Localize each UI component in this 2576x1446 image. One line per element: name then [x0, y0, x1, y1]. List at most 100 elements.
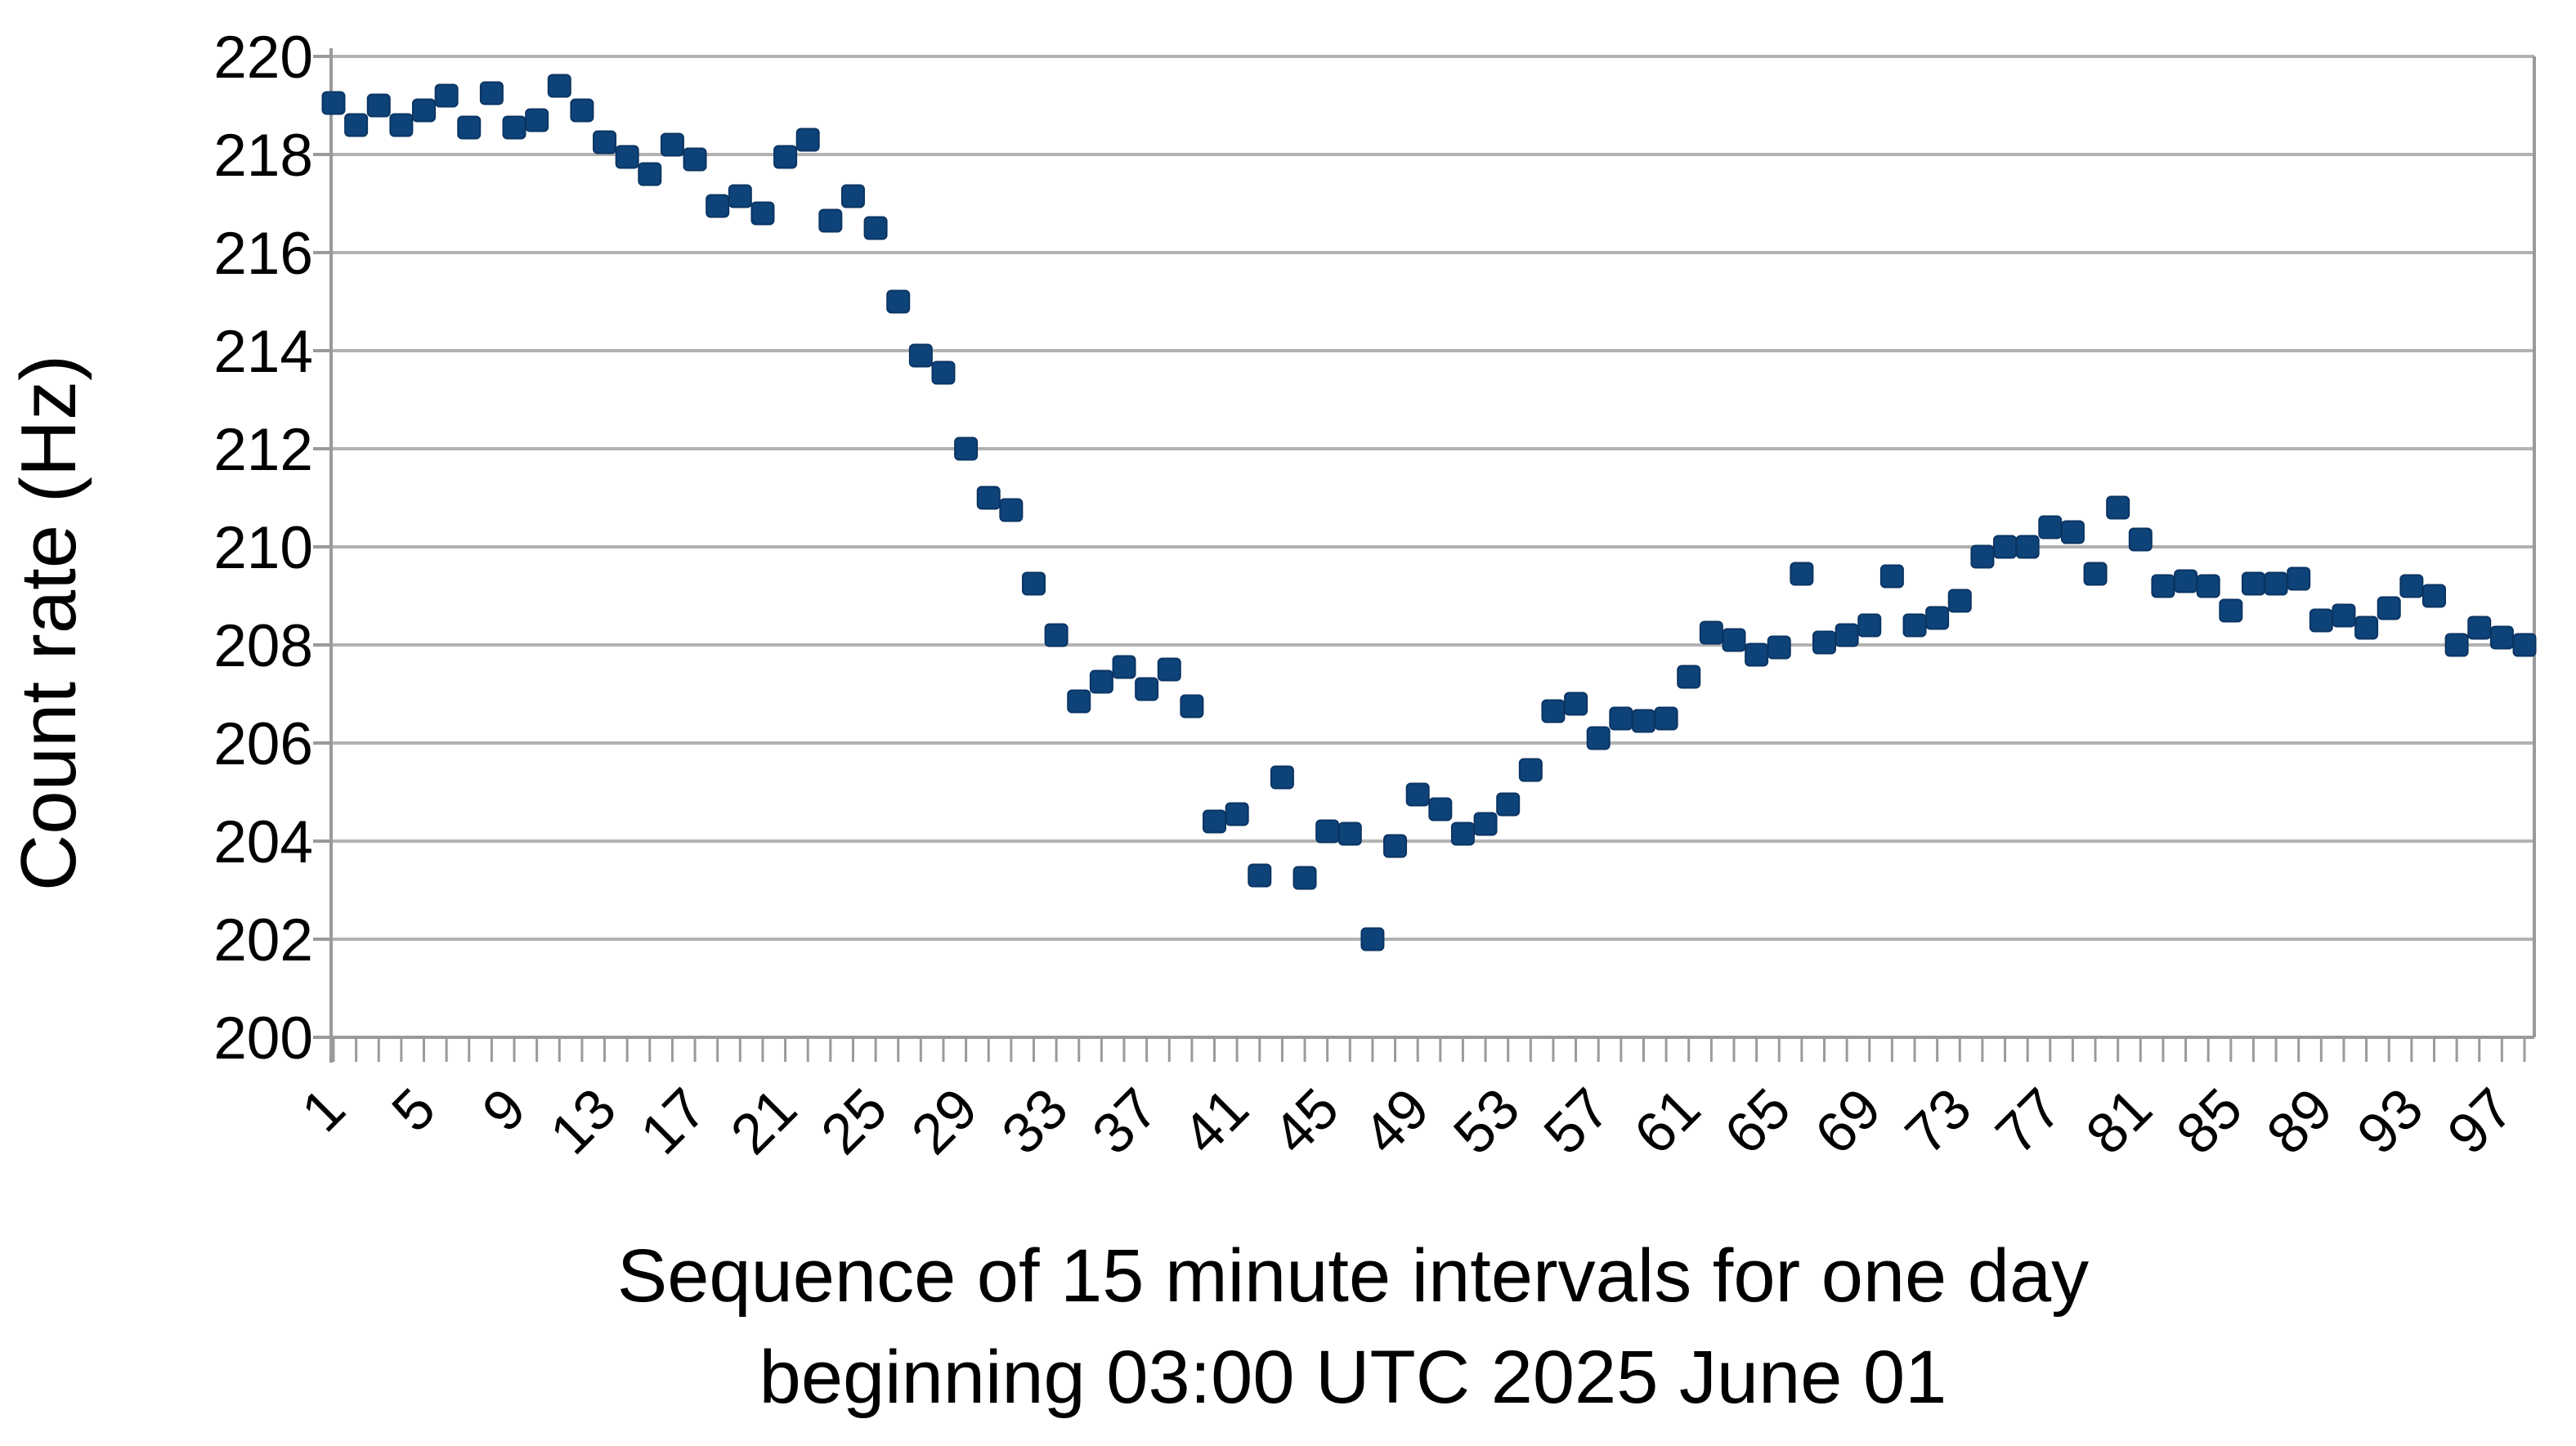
x-tick-label: 33	[990, 1076, 1080, 1166]
data-point	[2264, 571, 2288, 596]
x-axis-title-line2: beginning 03:00 UTC 2025 June 01	[759, 1336, 1947, 1419]
x-tick-label: 9	[470, 1076, 538, 1144]
data-point	[570, 98, 594, 123]
y-tick-label: 220	[213, 25, 313, 91]
data-point	[1722, 628, 1746, 652]
data-point	[2219, 598, 2243, 623]
data-point	[773, 145, 798, 169]
data-point	[1360, 927, 1385, 951]
data-point	[2128, 527, 2153, 552]
x-tick-label: 29	[899, 1076, 989, 1166]
y-tick-label: 212	[213, 417, 313, 483]
data-point	[2174, 569, 2198, 593]
data-point	[728, 184, 752, 208]
y-tick-label: 202	[213, 907, 313, 974]
data-point	[1044, 623, 1068, 647]
data-point	[1428, 797, 1453, 821]
data-point	[366, 93, 391, 118]
data-point	[660, 132, 684, 157]
data-point	[1248, 863, 1272, 888]
data-point	[457, 115, 482, 140]
data-point	[1021, 571, 1046, 596]
data-point	[1654, 706, 1678, 731]
data-point	[818, 208, 843, 233]
data-point	[2332, 603, 2356, 628]
data-point	[954, 436, 979, 461]
data-point	[547, 74, 571, 98]
data-points	[321, 74, 2537, 951]
data-point	[1292, 866, 1317, 890]
data-point	[2444, 633, 2469, 657]
data-point	[1383, 834, 1408, 858]
data-point	[1112, 655, 1136, 679]
x-axis-title-line1: Sequence of 15 minute intervals for one …	[617, 1234, 2089, 1318]
x-tick-label: 93	[2345, 1076, 2435, 1166]
data-point	[593, 130, 617, 154]
data-point	[706, 194, 730, 218]
x-tick-label: 85	[2164, 1076, 2254, 1166]
y-axis-tick-labels: 220 218 216 214 212 210 208 206 204 202 200	[213, 25, 313, 1072]
y-tick-label: 216	[213, 221, 313, 287]
data-point	[1135, 677, 1159, 701]
data-point	[2060, 520, 2085, 544]
data-point	[683, 147, 707, 172]
x-tick-label: 1	[289, 1076, 357, 1144]
data-point	[2399, 574, 2424, 598]
x-tick-label: 65	[1713, 1076, 1803, 1166]
data-point	[1541, 699, 1566, 723]
data-point	[412, 98, 437, 123]
data-point	[1993, 535, 2018, 559]
data-point	[1518, 758, 1543, 782]
data-point	[1270, 765, 1294, 790]
data-point	[638, 162, 662, 186]
data-point	[1699, 620, 1723, 645]
y-tick-label: 208	[213, 613, 313, 679]
x-axis-ticks	[332, 1037, 2526, 1062]
data-point	[1970, 544, 1995, 569]
data-point	[2106, 495, 2130, 520]
data-point	[1337, 821, 1362, 846]
data-point	[2489, 625, 2514, 650]
data-point	[840, 184, 865, 208]
data-point	[750, 201, 775, 226]
x-tick-label: 25	[809, 1076, 898, 1166]
data-point	[1067, 689, 1091, 714]
data-point	[1157, 657, 1181, 682]
data-point	[1315, 819, 1340, 844]
x-tick-label: 49	[1351, 1076, 1441, 1166]
data-point	[976, 486, 1001, 510]
data-point	[2377, 596, 2401, 620]
data-point	[2241, 571, 2265, 596]
y-tick-label: 204	[213, 809, 313, 875]
y-tick-label: 210	[213, 515, 313, 581]
y-axis-title: Count rate (Hz)	[5, 355, 92, 891]
y-tick-label: 206	[213, 711, 313, 777]
data-point	[2151, 574, 2175, 598]
data-point	[479, 81, 504, 105]
data-point	[1631, 709, 1655, 733]
y-axis-ticks	[313, 55, 331, 1039]
data-point	[1879, 564, 1904, 589]
data-point	[2196, 574, 2220, 598]
x-tick-label: 89	[2255, 1076, 2345, 1166]
x-tick-label: 5	[379, 1076, 447, 1144]
data-point	[999, 498, 1024, 522]
x-tick-label: 73	[1893, 1076, 1983, 1166]
data-point	[1790, 562, 1814, 586]
gridlines	[331, 55, 2534, 1039]
data-point	[2309, 608, 2333, 633]
data-point	[2287, 566, 2311, 591]
data-point	[1902, 613, 1927, 638]
data-point	[1180, 694, 1204, 719]
data-point	[795, 128, 820, 152]
data-point	[1947, 589, 1972, 613]
data-point	[908, 343, 933, 368]
x-axis-tick-labels: 1 5 9 13 17 21 25 29 33 37 41 45 49 53 57 61 65 69 73 77 81 8…	[289, 1076, 2525, 1166]
data-point	[2083, 562, 2108, 586]
data-point	[931, 360, 956, 385]
y-tick-label: 218	[213, 123, 313, 189]
data-point	[2038, 515, 2063, 539]
data-point	[615, 145, 639, 169]
data-point	[1203, 809, 1227, 834]
y-tick-label: 200	[213, 1005, 313, 1072]
